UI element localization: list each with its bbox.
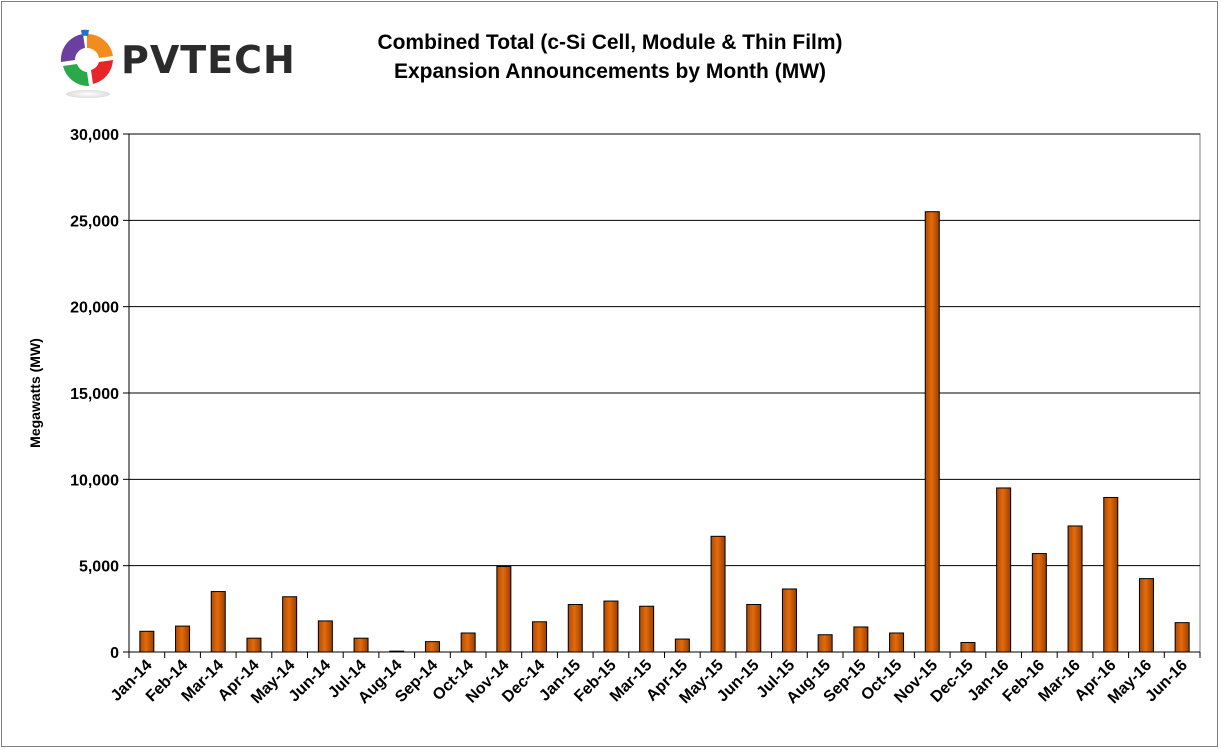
bar-dec-14 — [532, 621, 548, 653]
bar-nov-14 — [496, 566, 512, 653]
bar-jul-14 — [353, 637, 369, 653]
bar-feb-15 — [603, 600, 619, 653]
x-axis: Jan-14Feb-14Mar-14Apr-14May-14Jun-14Jul-… — [108, 651, 1201, 707]
logo-wordmark: PVTECH — [121, 38, 296, 82]
bar-apr-16 — [1103, 496, 1119, 653]
bar-oct-14 — [460, 632, 476, 653]
bar-jul-15 — [781, 588, 797, 653]
y-tick-label: 15,000 — [70, 386, 119, 403]
y-tick-label: 10,000 — [70, 472, 119, 489]
bar-jan-14 — [139, 630, 155, 653]
bar-jun-16 — [1174, 622, 1190, 653]
y-tick-label: 25,000 — [70, 213, 119, 230]
bar-sep-14 — [424, 641, 440, 653]
y-tick-label: 5,000 — [79, 559, 119, 576]
bar-nov-15 — [924, 211, 940, 653]
bars — [139, 211, 1190, 653]
y-tick-label: 20,000 — [70, 300, 119, 317]
bar-apr-14 — [246, 637, 262, 653]
bar-may-15 — [710, 535, 726, 653]
bar-mar-16 — [1067, 525, 1083, 653]
bar-aug-15 — [817, 634, 833, 653]
bar-oct-15 — [889, 632, 905, 653]
pvtech-logo-icon — [60, 29, 113, 98]
bar-feb-14 — [175, 625, 191, 653]
y-tick-label: 30,000 — [70, 127, 119, 144]
bar-jan-15 — [567, 604, 583, 653]
y-axis-label: Megawatts (MW) — [27, 338, 43, 448]
bar-may-16 — [1138, 578, 1154, 653]
bar-may-14 — [282, 596, 298, 653]
y-tick-label: 0 — [110, 645, 119, 662]
bar-jun-15 — [746, 604, 762, 653]
bar-feb-16 — [1031, 553, 1047, 653]
bar-dec-15 — [960, 642, 976, 653]
bar-mar-14 — [210, 591, 226, 653]
bar-apr-15 — [674, 638, 690, 653]
y-axis: 0 5,000 10,000 15,000 20,000 25,000 30,000 — [70, 127, 130, 662]
bar-jan-16 — [996, 487, 1012, 653]
bar-mar-15 — [639, 605, 655, 653]
chart-subtitle: Expansion Announcements by Month (MW) — [393, 60, 827, 83]
bar-jun-14 — [317, 620, 333, 653]
chart-title: Combined Total (c-Si Cell, Module & Thin… — [377, 31, 843, 54]
pvtech-logo: PVTECH — [55, 26, 315, 106]
bar-sep-15 — [853, 626, 869, 653]
